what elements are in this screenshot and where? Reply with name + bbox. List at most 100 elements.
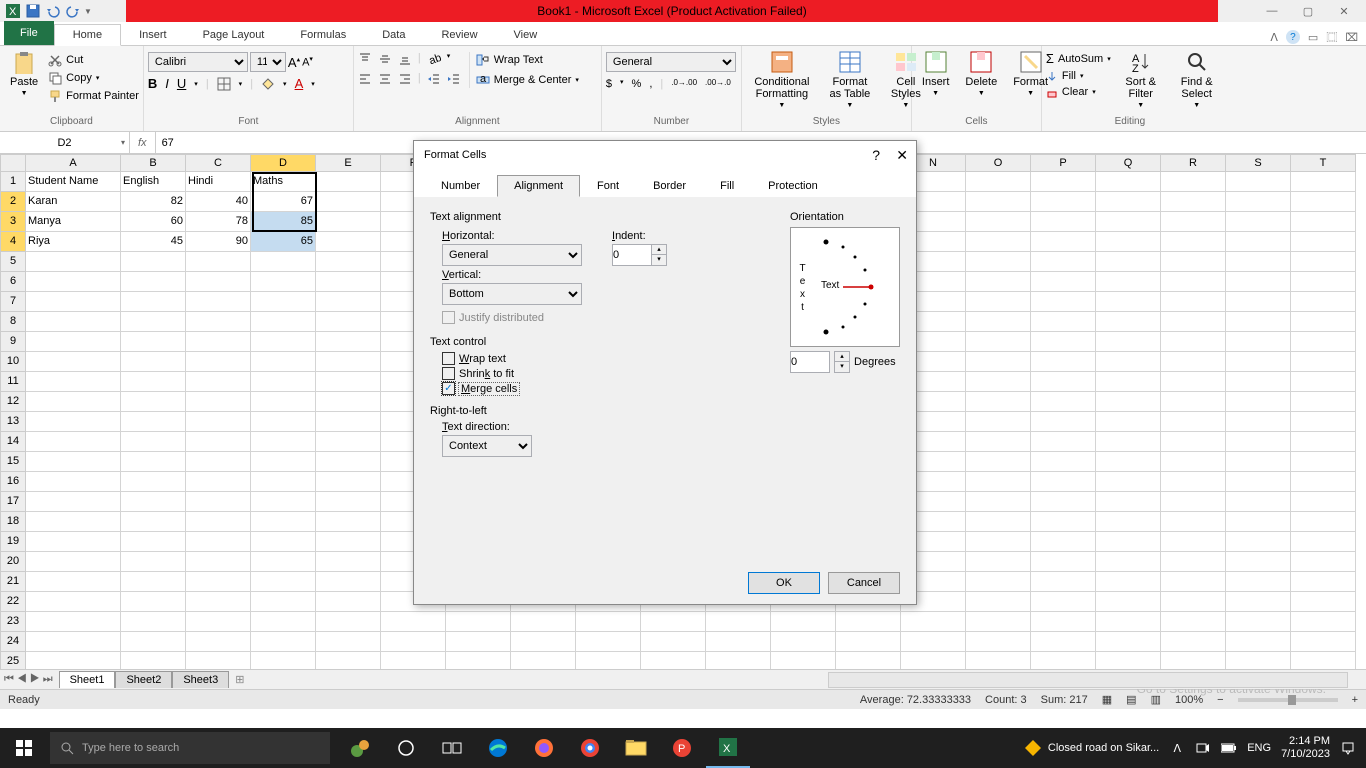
cell[interactable] [1291, 272, 1356, 292]
font-size-select[interactable]: 11 [250, 52, 286, 72]
view-pagebreak-icon[interactable]: ▥ [1151, 693, 1161, 706]
cell[interactable] [966, 292, 1031, 312]
view-normal-icon[interactable]: ▦ [1102, 693, 1112, 706]
cell[interactable] [1226, 532, 1291, 552]
start-button[interactable] [0, 728, 48, 768]
merge-checkbox[interactable]: ✓ [442, 382, 455, 395]
col-header-c[interactable]: C [186, 154, 251, 172]
cell[interactable] [26, 592, 121, 612]
cell[interactable] [966, 532, 1031, 552]
cell[interactable] [121, 312, 186, 332]
cell[interactable] [966, 652, 1031, 669]
cell[interactable] [1226, 452, 1291, 472]
cell[interactable] [1161, 632, 1226, 652]
sort-filter-button[interactable]: AZSort & Filter▼ [1115, 48, 1167, 111]
cell[interactable] [316, 292, 381, 312]
increase-indent-icon[interactable] [447, 72, 461, 86]
cell[interactable]: 67 [251, 192, 316, 212]
cell[interactable]: Hindi [186, 172, 251, 192]
cell[interactable] [1291, 372, 1356, 392]
cell[interactable] [316, 252, 381, 272]
cell[interactable] [251, 612, 316, 632]
cell[interactable] [251, 512, 316, 532]
tb-firefox-icon[interactable] [522, 728, 566, 768]
cell[interactable] [26, 572, 121, 592]
cell[interactable] [1161, 432, 1226, 452]
fill-color-button[interactable] [261, 77, 275, 91]
cell[interactable] [121, 292, 186, 312]
minimize-button[interactable]: — [1262, 1, 1282, 21]
cell[interactable] [251, 452, 316, 472]
find-select-button[interactable]: Find & Select▼ [1171, 48, 1223, 111]
tb-news-icon[interactable]: Closed road on Sikar... [1024, 739, 1159, 757]
cell[interactable] [1096, 252, 1161, 272]
cell[interactable] [121, 272, 186, 292]
cell[interactable] [316, 192, 381, 212]
copy-button[interactable]: Copy▾ [48, 70, 139, 86]
font-name-select[interactable]: Calibri [148, 52, 248, 72]
maximize-button[interactable]: ▢ [1298, 1, 1318, 21]
cell[interactable] [1226, 392, 1291, 412]
cell[interactable] [901, 652, 966, 669]
cell[interactable] [576, 612, 641, 632]
cell[interactable] [1031, 472, 1096, 492]
cell[interactable] [576, 632, 641, 652]
cell[interactable] [966, 612, 1031, 632]
cell[interactable] [186, 432, 251, 452]
cell[interactable] [26, 632, 121, 652]
horizontal-scrollbar[interactable] [828, 672, 1348, 688]
cell[interactable] [26, 512, 121, 532]
cell[interactable]: Manya [26, 212, 121, 232]
tb-excel-icon[interactable]: X [706, 728, 750, 768]
row-header[interactable]: 18 [0, 512, 26, 532]
cell[interactable] [1096, 532, 1161, 552]
tab-review[interactable]: Review [423, 25, 495, 45]
cell[interactable] [251, 652, 316, 669]
cell[interactable] [186, 512, 251, 532]
cell[interactable] [121, 352, 186, 372]
cell[interactable] [706, 652, 771, 669]
cell[interactable] [966, 352, 1031, 372]
cell[interactable]: Riya [26, 232, 121, 252]
cell[interactable] [1226, 592, 1291, 612]
cell[interactable] [1161, 192, 1226, 212]
merge-center-button[interactable]: aMerge & Center▾ [476, 72, 579, 88]
cell[interactable]: 45 [121, 232, 186, 252]
row-header[interactable]: 1 [0, 172, 26, 192]
col-header-p[interactable]: P [1031, 154, 1096, 172]
fx-icon[interactable]: fx [130, 132, 156, 153]
align-right-icon[interactable] [398, 72, 412, 86]
cell[interactable] [1161, 372, 1226, 392]
cell[interactable] [1096, 452, 1161, 472]
cell[interactable] [966, 312, 1031, 332]
cell[interactable]: 85 [251, 212, 316, 232]
percent-button[interactable]: % [632, 78, 642, 90]
ribbon-opt-icon[interactable]: ▭ [1308, 31, 1318, 44]
cell[interactable] [251, 292, 316, 312]
dtab-border[interactable]: Border [636, 175, 703, 197]
ribbon-opt3-icon[interactable]: ⌧ [1345, 31, 1358, 44]
cell[interactable] [1096, 192, 1161, 212]
cell[interactable] [1291, 612, 1356, 632]
cell[interactable] [186, 272, 251, 292]
cell[interactable] [251, 252, 316, 272]
zoom-out-icon[interactable]: − [1217, 694, 1223, 706]
cell[interactable] [1096, 312, 1161, 332]
clear-button[interactable]: Clear▾ [1046, 85, 1111, 99]
cell[interactable] [1031, 352, 1096, 372]
cell[interactable] [26, 292, 121, 312]
row-header[interactable]: 13 [0, 412, 26, 432]
cell[interactable] [381, 632, 446, 652]
row-header[interactable]: 21 [0, 572, 26, 592]
cell[interactable] [1096, 212, 1161, 232]
cell[interactable] [1161, 292, 1226, 312]
cell[interactable]: 90 [186, 232, 251, 252]
select-all-corner[interactable] [0, 154, 26, 172]
cell[interactable] [121, 632, 186, 652]
cell[interactable] [1161, 552, 1226, 572]
cell[interactable] [316, 272, 381, 292]
number-format-select[interactable]: General [606, 52, 736, 72]
cell[interactable] [1096, 412, 1161, 432]
cell[interactable] [966, 212, 1031, 232]
cell[interactable] [121, 412, 186, 432]
